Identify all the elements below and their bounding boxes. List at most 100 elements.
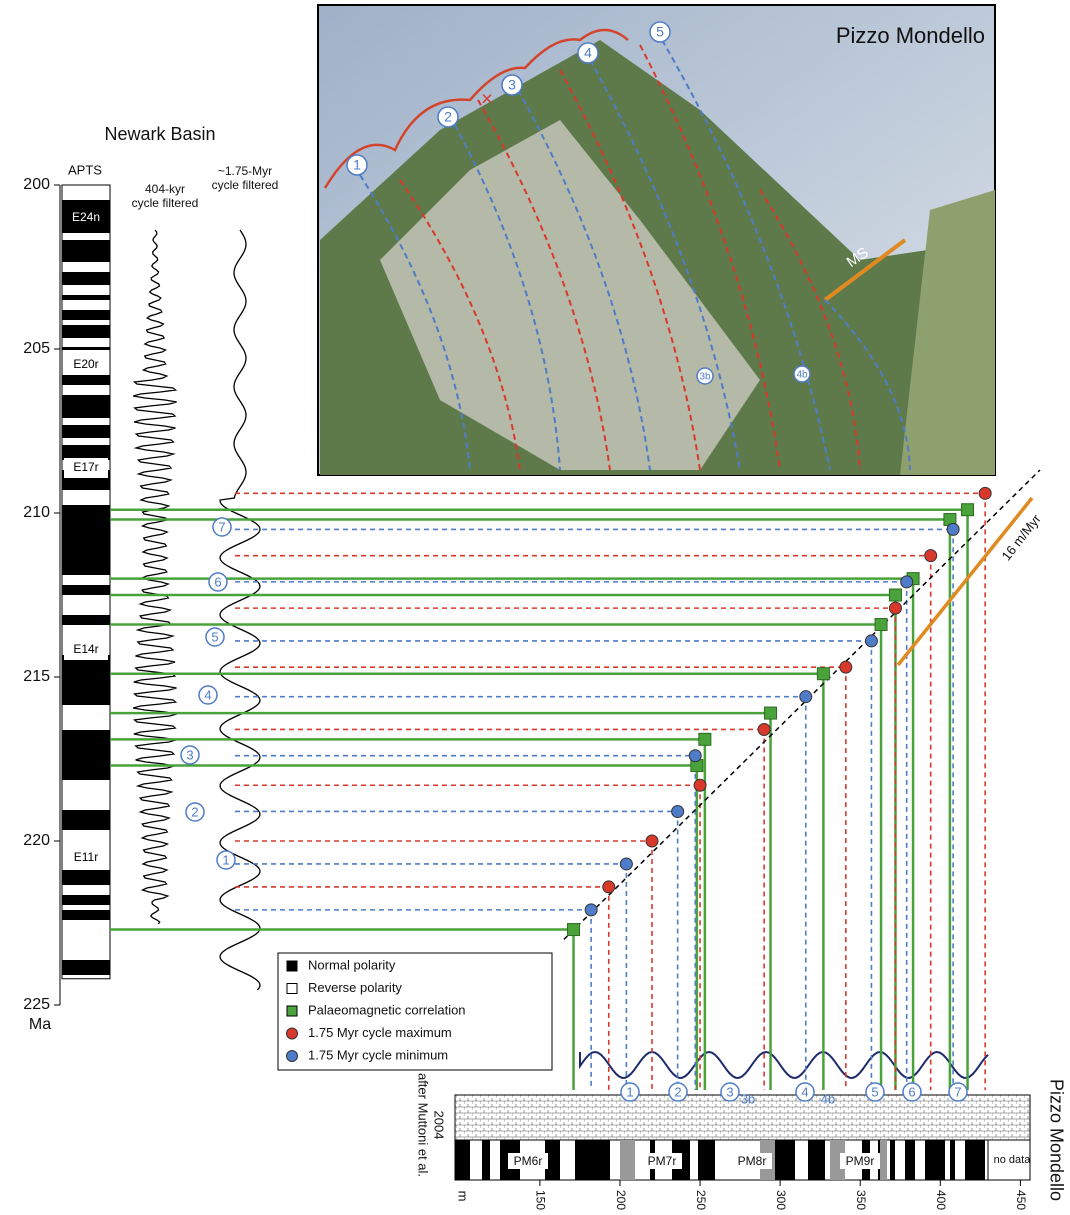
photo-cycle-label: 4: [584, 45, 592, 61]
age-tick-label: 225: [23, 996, 50, 1013]
cycle-badge: [720, 1082, 740, 1102]
section-normal: [575, 1140, 610, 1180]
photo-trace: [359, 174, 471, 471]
newark-cycle-label: 3: [186, 747, 193, 762]
newark-cycle-label: 1: [222, 852, 229, 867]
cycle-badge: [212, 517, 232, 537]
palaeomag-point: [567, 923, 581, 937]
cycle-badge: [649, 21, 671, 43]
polarity-band: [62, 200, 110, 233]
legend-label: 1.75 Myr cycle maximum: [308, 1025, 452, 1040]
source: 2004: [432, 1111, 447, 1140]
maximum-point: [602, 880, 616, 894]
cycle-badge: [198, 685, 218, 705]
cycle-badge: [208, 572, 228, 592]
trend: [563, 469, 1041, 940]
filter-404-label: cycle filtered: [132, 196, 199, 210]
maximum-point: [888, 601, 902, 615]
age-tick-label: 200: [23, 176, 50, 193]
cycle-badge: [205, 627, 225, 647]
polarity-band: [62, 655, 110, 705]
polarity-band: [62, 585, 110, 595]
photo-cycle-label: 1: [353, 157, 361, 173]
polarity-band: [62, 272, 110, 285]
cycle-badge: [793, 365, 811, 383]
polarity-band: [62, 895, 110, 905]
section-normal: [482, 1140, 490, 1180]
cycle-badge: [865, 1082, 885, 1102]
cycle-badge: [696, 367, 714, 385]
chron-bg: [64, 848, 108, 868]
polarity-band: [62, 870, 110, 885]
legend-swatch: [286, 983, 298, 994]
polarity-band: [62, 347, 110, 350]
section-normal: [545, 1140, 560, 1180]
curve-175: [219, 229, 261, 991]
section-gray: [830, 1140, 845, 1180]
legend-swatch: [286, 1050, 298, 1062]
polarity-band: [62, 615, 110, 625]
section-cycle-label: 1: [626, 1084, 633, 1099]
photo-cycle-label: 3: [508, 77, 516, 93]
depth-tick-label: 450: [1014, 1190, 1028, 1210]
polarity-band: [62, 730, 110, 780]
rate-label: 16 m/Myr: [999, 511, 1045, 563]
no-data: [987, 1139, 1031, 1181]
newark-cycle-label: 4: [204, 687, 211, 702]
section-normal: [775, 1140, 795, 1180]
age-tick-label: 215: [23, 668, 50, 685]
age-tick-label: 210: [23, 504, 50, 521]
no-data-label: no data: [994, 1154, 1032, 1166]
minimum-point: [619, 857, 633, 871]
depth-tick-label: 300: [774, 1190, 788, 1210]
cycle-badge: [577, 42, 599, 64]
legend-swatch: [286, 1005, 298, 1017]
apts-label: APTS: [68, 162, 102, 177]
age-tick-label: 220: [23, 832, 50, 849]
cycle-badge: [795, 1082, 815, 1102]
palaeomag-point: [874, 618, 888, 632]
photo-trace: [399, 179, 521, 471]
newark-cycle-label: 7: [218, 519, 225, 534]
palaeomag-point: [888, 588, 902, 602]
section-normal: [890, 1140, 895, 1180]
palaeomag-point: [816, 667, 830, 681]
section-cycle-label: 5: [871, 1084, 878, 1099]
polarity-band: [62, 310, 110, 320]
section-normal: [808, 1140, 825, 1180]
polarity-band: [62, 810, 110, 830]
cycle-badge: [180, 745, 200, 765]
lithology: [454, 1094, 1031, 1141]
section-normal: [965, 1140, 985, 1180]
photo-trace: [477, 99, 611, 471]
filter-175-label: ~1.75-Myr: [218, 164, 272, 178]
minimum-point: [864, 634, 878, 648]
newark-cycle-label: 2: [191, 804, 198, 819]
section-cycle-label: 6: [908, 1084, 915, 1099]
newark-title: Newark Basin: [104, 124, 215, 144]
minimum-point: [900, 575, 914, 589]
maximum-point: [839, 660, 853, 674]
cycle-badge: [948, 1082, 968, 1102]
polarity-band: [62, 505, 110, 575]
section-gray: [620, 1140, 635, 1180]
cycle-badge: [620, 1082, 640, 1102]
section-cycle-label: 4b: [821, 1091, 835, 1106]
cycle-badge: [185, 802, 205, 822]
polarity-band: [62, 910, 110, 920]
minimum-point: [946, 522, 960, 536]
envelope: [323, 28, 629, 189]
rate-line: [896, 496, 1034, 667]
age-tick-label: 205: [23, 340, 50, 357]
section-title: Pizzo Mondello: [1046, 1079, 1066, 1201]
section-cycle-label: 3b: [741, 1091, 755, 1106]
legend-label: 1.75 Myr cycle minimum: [308, 1047, 448, 1062]
polarity-band: [62, 445, 110, 460]
strata: [380, 120, 760, 470]
photo-cycle-label: 5: [656, 24, 664, 40]
maximum-point: [924, 549, 938, 563]
maximum-point: [978, 486, 992, 500]
photo: [317, 4, 996, 476]
cycle-badge: [668, 1082, 688, 1102]
maximum-point: [645, 834, 659, 848]
